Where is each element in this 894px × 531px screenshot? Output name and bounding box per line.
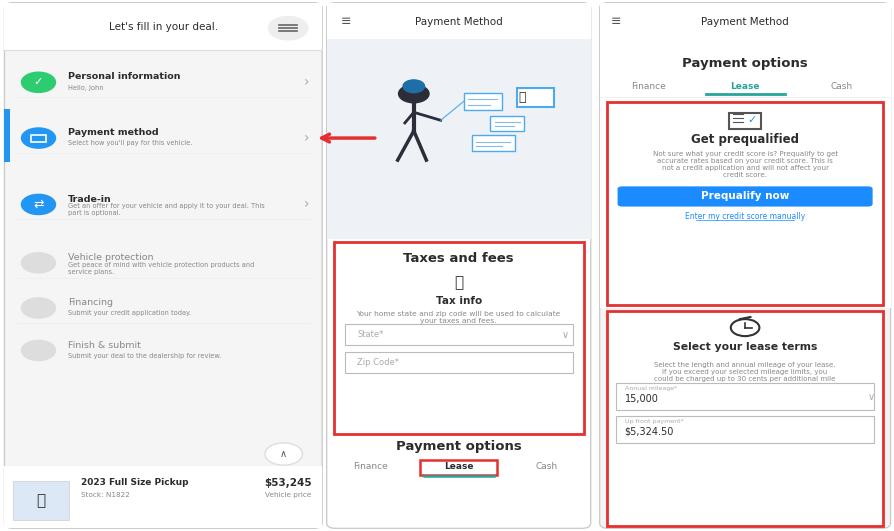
Text: Get peace of mind with vehicle protection products and
service plans.: Get peace of mind with vehicle protectio… (68, 262, 254, 275)
Bar (4, 109, 10, 162)
Text: 👍: 👍 (518, 91, 526, 104)
Circle shape (21, 298, 55, 318)
Circle shape (398, 85, 428, 103)
Text: State*: State* (357, 330, 383, 339)
Text: Finance: Finance (353, 463, 388, 471)
Text: Payment options: Payment options (395, 440, 521, 453)
Text: ≡: ≡ (341, 15, 351, 28)
Bar (606, 102, 882, 305)
Text: ✓: ✓ (746, 115, 756, 125)
Text: Payment Method: Payment Method (700, 17, 789, 27)
Text: Cash: Cash (535, 463, 557, 471)
Bar (333, 242, 583, 434)
Text: Lease: Lease (730, 82, 759, 90)
Bar (471, 135, 514, 151)
Circle shape (268, 16, 308, 40)
Text: Get prequalified: Get prequalified (690, 133, 798, 145)
Text: 📍: 📍 (453, 276, 463, 290)
Text: Hello, John: Hello, John (68, 84, 104, 91)
Circle shape (265, 443, 302, 465)
Text: Payment method: Payment method (68, 129, 158, 137)
Bar (490, 116, 524, 131)
Text: ∨: ∨ (866, 392, 873, 401)
Text: Annual mileage*: Annual mileage* (624, 386, 676, 391)
Circle shape (21, 340, 55, 361)
Text: Personal information: Personal information (68, 73, 181, 81)
Circle shape (21, 253, 55, 273)
Text: ∧: ∧ (280, 449, 287, 459)
Text: Zip Code*: Zip Code* (357, 358, 399, 366)
FancyBboxPatch shape (617, 186, 872, 207)
Text: Trade-in: Trade-in (68, 195, 112, 203)
FancyBboxPatch shape (599, 3, 890, 528)
Bar (463, 92, 501, 109)
Text: ≡: ≡ (610, 15, 620, 28)
Bar (615, 416, 873, 443)
Text: ∨: ∨ (561, 330, 569, 339)
Bar (344, 352, 572, 373)
Text: ›: › (303, 131, 308, 145)
Text: 15,000: 15,000 (624, 394, 658, 404)
Text: Submit your deal to the dealership for review.: Submit your deal to the dealership for r… (68, 353, 221, 359)
Text: Taxes and fees: Taxes and fees (403, 252, 513, 265)
Text: ›: › (303, 198, 308, 211)
Text: $53,245: $53,245 (264, 478, 311, 487)
Bar (326, 39, 590, 239)
Bar (4, 466, 322, 528)
Text: Select your lease terms: Select your lease terms (672, 342, 816, 352)
Bar (606, 311, 882, 526)
Circle shape (21, 128, 55, 148)
Bar (516, 88, 553, 107)
Circle shape (21, 194, 55, 215)
Bar (599, 3, 890, 39)
Text: Enter my credit score manually: Enter my credit score manually (684, 212, 805, 220)
Circle shape (21, 72, 55, 92)
Bar (599, 36, 890, 308)
Text: 🚛: 🚛 (37, 493, 46, 508)
Bar (344, 324, 572, 345)
Text: 2023 Full Size Pickup: 2023 Full Size Pickup (80, 478, 188, 487)
Text: Select the length and annual mileage of your lease.
If you exceed your selected : Select the length and annual mileage of … (654, 362, 835, 389)
Text: Prequalify now: Prequalify now (700, 192, 789, 201)
Text: Up front payment*: Up front payment* (624, 418, 683, 424)
Bar (4, 3, 322, 50)
FancyBboxPatch shape (326, 3, 590, 528)
Text: Submit your credit application today.: Submit your credit application today. (68, 310, 191, 316)
Text: Let's fill in your deal.: Let's fill in your deal. (109, 22, 217, 31)
Text: ⇄: ⇄ (33, 198, 44, 211)
Text: Payment options: Payment options (681, 57, 807, 70)
Text: Get an offer for your vehicle and apply it to your deal. This
part is optional.: Get an offer for your vehicle and apply … (68, 203, 265, 216)
Text: Finance: Finance (630, 82, 665, 90)
Text: Not sure what your credit score is? Prequalify to get
accurate rates based on yo: Not sure what your credit score is? Preq… (652, 151, 837, 178)
FancyBboxPatch shape (4, 3, 322, 528)
Text: Financing: Financing (68, 298, 113, 307)
Text: Your home state and zip code will be used to calculate
your taxes and fees.: Your home state and zip code will be use… (356, 311, 561, 324)
Bar (615, 383, 873, 410)
Text: ›: › (303, 75, 308, 89)
Bar (326, 3, 590, 39)
Text: Tax info: Tax info (435, 296, 481, 306)
Text: ✓: ✓ (34, 78, 43, 87)
Bar (31, 135, 46, 142)
Circle shape (402, 80, 424, 92)
Text: Select how you'll pay for this vehicle.: Select how you'll pay for this vehicle. (68, 140, 192, 147)
Bar (13, 481, 69, 520)
Text: Stock: N1822: Stock: N1822 (80, 492, 130, 499)
Text: Lease: Lease (443, 463, 473, 471)
Text: Vehicle price: Vehicle price (265, 492, 311, 499)
Bar (728, 113, 760, 129)
Text: Payment Method: Payment Method (414, 17, 502, 27)
Bar (419, 460, 497, 475)
Text: Cash: Cash (830, 82, 852, 90)
Text: Finish & submit: Finish & submit (68, 341, 140, 349)
Text: Vehicle protection: Vehicle protection (68, 253, 154, 262)
Text: $5,324.50: $5,324.50 (624, 427, 673, 436)
